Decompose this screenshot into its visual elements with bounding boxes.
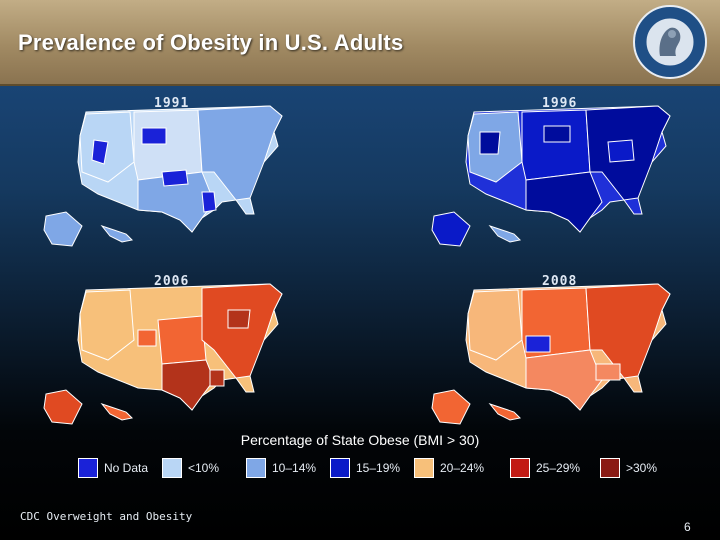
state-block-west <box>467 289 523 361</box>
state-block-central <box>521 109 591 181</box>
state-block-east <box>197 105 283 201</box>
hawaii-shape <box>100 224 134 243</box>
legend-swatch-no-data <box>78 458 98 478</box>
state-highlight-1 <box>595 363 621 381</box>
state-block-central <box>133 109 203 181</box>
hawaii-shape <box>488 402 522 421</box>
legend-swatch-20-24 <box>414 458 434 478</box>
state-highlight-3 <box>209 369 225 387</box>
alaska-shape <box>431 389 471 425</box>
source-credit: CDC Overweight and Obesity <box>20 510 193 523</box>
state-block-south <box>137 171 215 233</box>
state-highlight-3 <box>161 169 189 187</box>
state-block-south <box>161 359 215 411</box>
state-highlight-3 <box>607 139 635 163</box>
state-no-data <box>525 335 551 353</box>
legend-swatch-10-14 <box>246 458 266 478</box>
legend-label-15-19: 15–19% <box>356 461 401 475</box>
legend-label-gt30: >30% <box>626 461 658 475</box>
state-block-east <box>585 283 671 379</box>
legend-swatch-25-29 <box>510 458 530 478</box>
map-label-1996: 1996 <box>542 96 578 111</box>
map-label-2008: 2008 <box>542 274 578 289</box>
legend-swatch-gt30 <box>600 458 620 478</box>
alaska-shape <box>431 211 471 247</box>
state-block-south <box>525 171 603 233</box>
state-block-south <box>525 349 603 411</box>
state-highlight-1 <box>91 139 109 165</box>
legend-swatch-lt10 <box>162 458 182 478</box>
state-highlight-4 <box>201 191 217 213</box>
legend-label-lt10: <10% <box>188 461 220 475</box>
state-highlight-2 <box>543 125 571 143</box>
state-highlight-2 <box>227 309 251 329</box>
map-2006 <box>43 283 283 425</box>
map-2008 <box>431 283 671 425</box>
state-highlight-1 <box>137 329 157 347</box>
state-block-west <box>79 289 135 361</box>
map-label-2006: 2006 <box>154 274 190 289</box>
state-block-east <box>201 283 283 379</box>
hawaii-shape <box>100 402 134 421</box>
map-1996 <box>431 105 671 247</box>
state-highlight-1 <box>479 131 501 155</box>
map-label-1991: 1991 <box>154 96 190 111</box>
state-block-central <box>157 315 207 365</box>
legend-label-no-data: No Data <box>104 461 149 475</box>
alaska-shape <box>43 389 83 425</box>
legend-label-25-29: 25–29% <box>536 461 581 475</box>
legend-swatch-15-19 <box>330 458 350 478</box>
slide-title: Prevalence of Obesity in U.S. Adults <box>18 30 404 55</box>
title-bar: Prevalence of Obesity in U.S. Adults <box>0 0 720 86</box>
hawaii-shape <box>488 224 522 243</box>
map-1991 <box>43 105 283 247</box>
legend-label-20-24: 20–24% <box>440 461 485 475</box>
acc-seal-logo <box>633 5 707 79</box>
alaska-shape <box>43 211 83 247</box>
legend-title: Percentage of State Obese (BMI > 30) <box>240 432 480 448</box>
legend-label-10-14: 10–14% <box>272 461 317 475</box>
state-highlight-2 <box>141 127 167 145</box>
page-number: 6 <box>684 520 691 534</box>
